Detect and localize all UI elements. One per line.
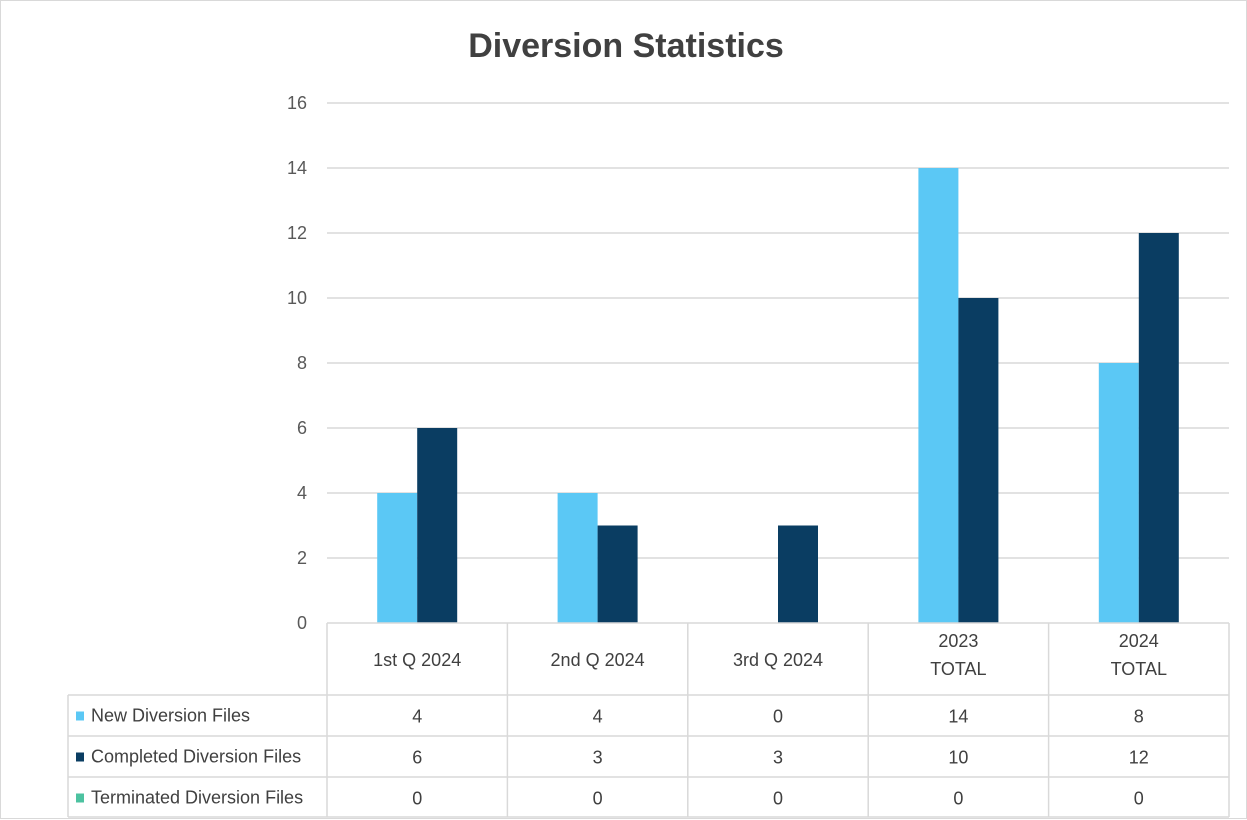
data-label: 3 xyxy=(593,748,603,768)
y-tick-label: 12 xyxy=(287,223,307,243)
bar-completed xyxy=(417,428,458,623)
bar-completed xyxy=(597,525,638,623)
legend-key xyxy=(76,752,84,762)
bar-completed xyxy=(958,298,999,623)
y-tick-label: 2 xyxy=(297,548,307,568)
data-label: 0 xyxy=(773,707,783,727)
series-label: Terminated Diversion Files xyxy=(91,788,303,808)
data-label: 4 xyxy=(412,707,422,727)
category-label: TOTAL xyxy=(930,659,986,679)
legend-key xyxy=(76,711,84,721)
data-label: 3 xyxy=(773,748,783,768)
y-axis-ticks: 0 2 4 6 8 10 12 14 16 xyxy=(287,93,307,633)
data-label: 6 xyxy=(412,748,422,768)
category-label: 2023 xyxy=(938,631,978,651)
bars xyxy=(377,168,1179,623)
data-label: 14 xyxy=(948,707,968,727)
data-label: 0 xyxy=(412,789,422,809)
data-label: 0 xyxy=(953,789,963,809)
category-label: 1st Q 2024 xyxy=(373,650,461,670)
data-label: 12 xyxy=(1129,748,1149,768)
y-tick-label: 4 xyxy=(297,483,307,503)
category-label: 3rd Q 2024 xyxy=(733,650,823,670)
bar-completed xyxy=(1138,233,1179,623)
data-label: 8 xyxy=(1134,707,1144,727)
category-label: 2024 xyxy=(1119,631,1159,651)
y-tick-label: 8 xyxy=(297,353,307,373)
series-label: Completed Diversion Files xyxy=(91,747,301,767)
bar-new xyxy=(1098,363,1139,623)
y-tick-label: 10 xyxy=(287,288,307,308)
chart-title: Diversion Statistics xyxy=(468,27,784,65)
data-table: 1st Q 2024 2nd Q 2024 3rd Q 2024 2023 TOTAL 2… xyxy=(67,622,1230,818)
bar-new xyxy=(377,493,418,623)
grid-lines xyxy=(327,102,1229,559)
bar-new xyxy=(557,493,598,623)
y-tick-label: 0 xyxy=(297,613,307,633)
category-label: 2nd Q 2024 xyxy=(551,650,645,670)
data-label: 0 xyxy=(1134,789,1144,809)
data-label: 0 xyxy=(773,789,783,809)
y-tick-label: 16 xyxy=(287,93,307,113)
bar-completed xyxy=(778,525,818,623)
y-tick-label: 14 xyxy=(287,158,307,178)
series-label: New Diversion Files xyxy=(91,706,250,726)
y-tick-label: 6 xyxy=(297,418,307,438)
legend-key xyxy=(76,793,84,803)
category-label: TOTAL xyxy=(1111,659,1167,679)
bar-new xyxy=(918,168,959,623)
data-label: 0 xyxy=(593,789,603,809)
data-label: 10 xyxy=(948,748,968,768)
data-label: 4 xyxy=(593,707,603,727)
